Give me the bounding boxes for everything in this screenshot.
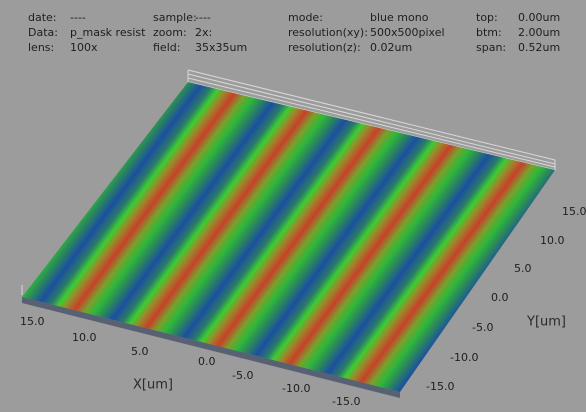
field-label: resolution(z): — [288, 41, 361, 54]
field-value: ---- — [70, 11, 86, 24]
frame-box — [21, 69, 556, 295]
field-value: 500x500pixel — [370, 26, 445, 39]
field-value: blue mono — [370, 11, 429, 24]
surface — [22, 82, 555, 392]
x-tick-label: -15.0 — [332, 395, 360, 408]
field-value: 35x35um — [195, 41, 247, 54]
field-label: field: — [153, 41, 180, 54]
x-tick-label: 15.0 — [20, 315, 45, 328]
field-label: lens: — [28, 41, 54, 54]
field-value: 0.00um — [518, 11, 560, 24]
y-tick-label: -10.0 — [450, 351, 478, 364]
field-value: 2x: — [195, 26, 212, 39]
y-tick-label: -5.0 — [472, 321, 493, 334]
x-axis-label: X[um] — [133, 378, 173, 393]
field-label: date: — [28, 11, 57, 24]
x-tick-label: 10.0 — [72, 331, 97, 344]
field-value: p_mask resist — [70, 26, 146, 39]
y-tick-label: 0.0 — [491, 291, 509, 304]
y-tick-label: 10.0 — [540, 234, 565, 247]
field-value: ---- — [195, 11, 211, 24]
y-tick-label: 5.0 — [514, 262, 532, 275]
field-label: sample: — [153, 11, 197, 24]
x-tick-label: 0.0 — [198, 355, 216, 368]
field-value: 2.00um — [518, 26, 560, 39]
field-label: resolution(xy): — [288, 26, 368, 39]
surface-edge — [22, 297, 400, 398]
field-value: 100x — [70, 41, 98, 54]
field-label: btm: — [476, 26, 502, 39]
field-label: top: — [476, 11, 498, 24]
x-tick-label: 5.0 — [131, 345, 149, 358]
y-tick-label: 15.0 — [562, 205, 586, 218]
field-label: mode: — [288, 11, 323, 24]
field-label: zoom: — [153, 26, 187, 39]
y-axis-label: Y[um] — [526, 315, 566, 330]
field-label: Data: — [28, 26, 58, 39]
x-tick-label: -10.0 — [282, 382, 310, 395]
y-tick-label: -15.0 — [426, 380, 454, 393]
field-value: 0.02um — [370, 41, 412, 54]
field-label: span: — [476, 41, 506, 54]
x-tick-label: -5.0 — [232, 369, 253, 382]
field-value: 0.52um — [518, 41, 560, 54]
